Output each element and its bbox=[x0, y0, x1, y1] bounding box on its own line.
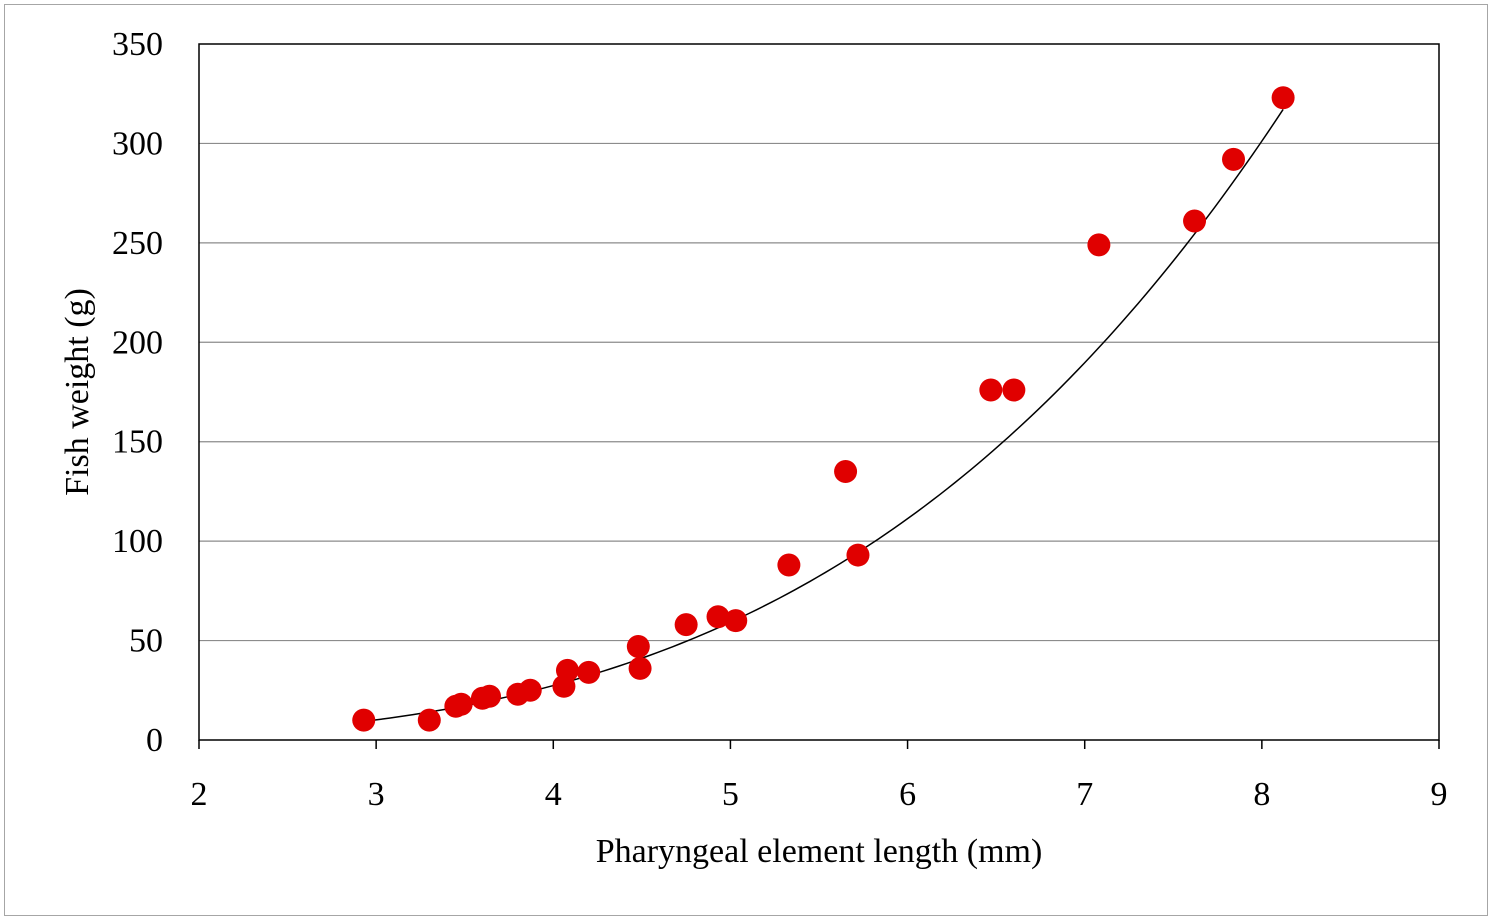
y-tick-label: 300 bbox=[112, 125, 163, 162]
data-point bbox=[628, 656, 652, 680]
data-point bbox=[352, 708, 376, 732]
data-point bbox=[555, 658, 579, 682]
gridlines bbox=[199, 142, 1439, 642]
y-tick-label: 0 bbox=[146, 722, 163, 759]
data-point bbox=[518, 678, 542, 702]
x-axis-title: Pharyngeal element length (mm) bbox=[596, 833, 1043, 870]
y-tick-label: 350 bbox=[112, 26, 163, 63]
data-point bbox=[449, 692, 473, 716]
y-axis-title: Fish weight (g) bbox=[59, 288, 96, 496]
trendline bbox=[367, 109, 1284, 722]
y-tick-label: 200 bbox=[112, 324, 163, 361]
plot-area bbox=[198, 43, 1440, 741]
y-tick-label: 250 bbox=[112, 225, 163, 262]
data-point bbox=[626, 635, 650, 659]
data-point bbox=[979, 378, 1003, 402]
data-point bbox=[1222, 147, 1246, 171]
data-point bbox=[417, 708, 441, 732]
x-tick-label: 2 bbox=[191, 776, 208, 813]
data-point bbox=[1271, 86, 1295, 110]
y-tick-label: 150 bbox=[112, 424, 163, 461]
data-point bbox=[724, 609, 748, 633]
y-tick-label: 50 bbox=[129, 623, 163, 660]
x-tick-label: 6 bbox=[899, 776, 916, 813]
data-point bbox=[1002, 378, 1026, 402]
data-point bbox=[1087, 233, 1111, 257]
chart-frame bbox=[4, 4, 1488, 916]
data-point bbox=[577, 660, 601, 684]
data-point bbox=[706, 605, 730, 629]
y-tick-label: 100 bbox=[112, 523, 163, 560]
data-point bbox=[1183, 209, 1207, 233]
data-point bbox=[846, 543, 870, 567]
x-tick-label: 3 bbox=[368, 776, 385, 813]
x-tick-label: 5 bbox=[722, 776, 739, 813]
data-point bbox=[777, 553, 801, 577]
y-axis: 0 50 100 150 200 250 300 350 bbox=[112, 26, 163, 759]
data-point bbox=[834, 460, 858, 484]
x-tick-label: 8 bbox=[1253, 776, 1270, 813]
x-tick-label: 7 bbox=[1076, 776, 1093, 813]
x-tick-label: 9 bbox=[1431, 776, 1448, 813]
data-points bbox=[352, 86, 1295, 732]
x-axis: 2 3 4 5 6 7 8 9 bbox=[191, 740, 1448, 813]
data-point bbox=[478, 684, 502, 708]
data-point bbox=[674, 613, 698, 637]
x-tick-label: 4 bbox=[545, 776, 562, 813]
